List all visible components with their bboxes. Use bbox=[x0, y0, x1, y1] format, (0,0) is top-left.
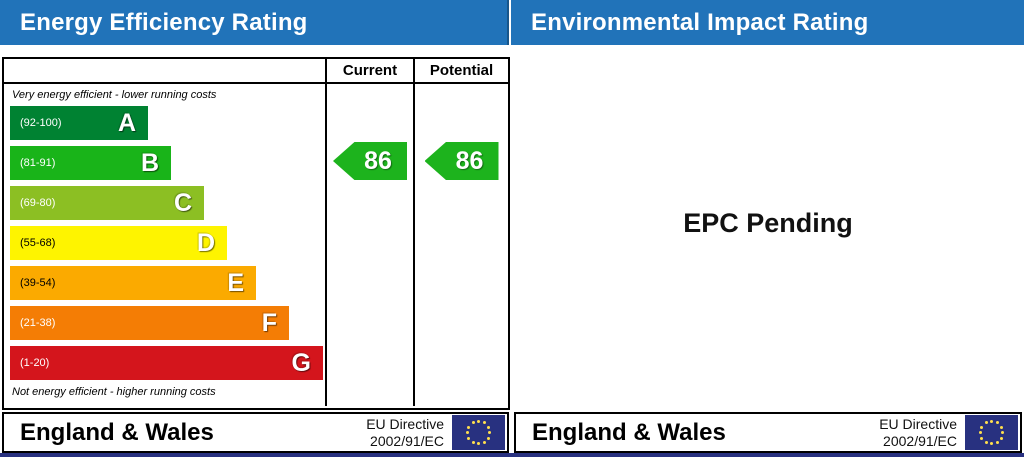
potential-rating-arrow: 86 bbox=[424, 142, 499, 180]
eu-flag-star bbox=[1001, 431, 1004, 434]
eu-flag-star bbox=[984, 421, 988, 425]
eu-flag-icon bbox=[452, 415, 505, 450]
rating-band-d: (55-68) D bbox=[10, 226, 227, 260]
eu-flag-star bbox=[477, 420, 480, 423]
rating-band-e: (39-54) E bbox=[10, 266, 256, 300]
right-directive-line1: EU Directive bbox=[879, 415, 957, 432]
potential-rating-column: 86 bbox=[413, 84, 508, 406]
top-note: Very energy efficient - lower running co… bbox=[12, 89, 217, 101]
eu-flag-star bbox=[980, 436, 984, 440]
table-header-row: Current Potential bbox=[4, 59, 508, 84]
eu-flag-star bbox=[482, 421, 486, 425]
right-directive-line2: 2002/91/EC bbox=[883, 432, 957, 449]
band-range-label: (55-68) bbox=[20, 237, 56, 249]
eu-flag-star bbox=[995, 421, 999, 425]
table-header-spacer bbox=[4, 59, 325, 82]
current-rating-arrow: 86 bbox=[333, 142, 407, 180]
bottom-border-strip bbox=[0, 453, 1024, 457]
band-letter: D bbox=[196, 228, 215, 257]
band-letter: C bbox=[173, 188, 192, 217]
environmental-impact-title: Environmental Impact Rating bbox=[531, 8, 869, 36]
eu-flag-star bbox=[486, 425, 490, 429]
rating-bands: (92-100) A (81-91) B (69-80) C (55-68) D (39-54)… bbox=[10, 106, 325, 380]
right-footer: England & Wales EU Directive 2002/91/EC bbox=[514, 412, 1022, 453]
energy-efficiency-title: Energy Efficiency Rating bbox=[20, 8, 308, 36]
eu-flag-star bbox=[482, 440, 486, 444]
eu-flag-star bbox=[471, 421, 475, 425]
bottom-note: Not energy efficient - higher running co… bbox=[12, 386, 216, 398]
eu-flag-star bbox=[990, 442, 993, 445]
eu-flag-star bbox=[984, 440, 988, 444]
eu-flag-star bbox=[466, 431, 469, 434]
potential-column-header: Potential bbox=[413, 59, 508, 82]
band-range-label: (81-91) bbox=[20, 157, 56, 169]
rating-band-b: (81-91) B bbox=[10, 146, 171, 180]
rating-band-g: (1-20) G bbox=[10, 346, 323, 380]
band-letter: G bbox=[291, 348, 311, 377]
eu-flag-star bbox=[467, 425, 471, 429]
eu-flag-star bbox=[486, 436, 490, 440]
epc-pending-text: EPC Pending bbox=[683, 208, 853, 238]
eu-flag-star bbox=[999, 425, 1003, 429]
eu-flag-star bbox=[990, 420, 993, 423]
rating-band-a: (92-100) A bbox=[10, 106, 148, 140]
eu-flag-star bbox=[467, 436, 471, 440]
eu-flag-star bbox=[995, 440, 999, 444]
energy-efficiency-header: Energy Efficiency Rating bbox=[0, 0, 509, 45]
left-footer: England & Wales EU Directive 2002/91/EC bbox=[2, 412, 509, 453]
band-letter: B bbox=[140, 148, 159, 177]
left-directive-line2: 2002/91/EC bbox=[370, 432, 444, 449]
eu-flag-icon bbox=[965, 415, 1018, 450]
band-letter: A bbox=[117, 108, 136, 137]
current-column-header: Current bbox=[325, 59, 413, 82]
rating-band-f: (21-38) F bbox=[10, 306, 289, 340]
left-directive-line1: EU Directive bbox=[366, 415, 444, 432]
rating-band-c: (69-80) C bbox=[10, 186, 204, 220]
right-eu-directive-label: EU Directive 2002/91/EC bbox=[879, 416, 957, 450]
eu-flag-star bbox=[979, 431, 982, 434]
band-letter: F bbox=[261, 308, 277, 337]
band-range-label: (21-38) bbox=[20, 317, 56, 329]
band-letter: E bbox=[227, 268, 244, 297]
rating-bands-column: Very energy efficient - lower running co… bbox=[4, 84, 325, 406]
right-region-label: England & Wales bbox=[532, 418, 726, 446]
eu-flag-star bbox=[999, 436, 1003, 440]
left-region-label: England & Wales bbox=[20, 418, 214, 446]
band-range-label: (1-20) bbox=[20, 357, 50, 369]
band-range-label: (69-80) bbox=[20, 197, 56, 209]
environmental-impact-header: Environmental Impact Rating bbox=[511, 0, 1024, 45]
left-eu-directive-label: EU Directive 2002/91/EC bbox=[366, 416, 444, 450]
eu-flag-star bbox=[477, 442, 480, 445]
eu-flag-star bbox=[488, 431, 491, 434]
table-body: Very energy efficient - lower running co… bbox=[4, 84, 508, 406]
band-range-label: (39-54) bbox=[20, 277, 56, 289]
current-rating-column: 86 bbox=[325, 84, 413, 406]
eu-flag-star bbox=[980, 425, 984, 429]
band-range-label: (92-100) bbox=[20, 117, 62, 129]
eu-flag-star bbox=[471, 440, 475, 444]
energy-efficiency-table: Current Potential Very energy efficient … bbox=[2, 57, 510, 410]
